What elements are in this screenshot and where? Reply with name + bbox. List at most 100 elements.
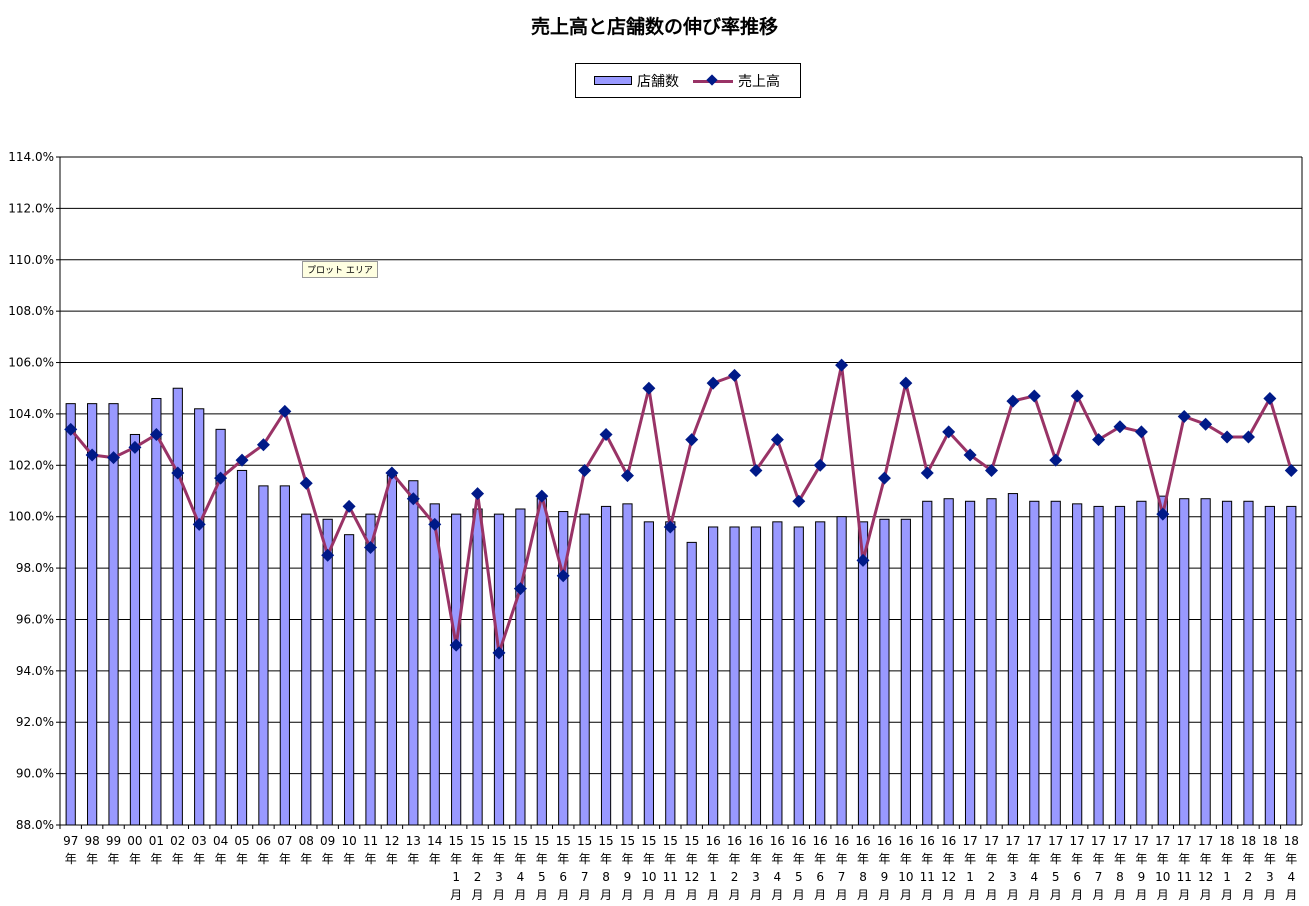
bar-stores[interactable] <box>1093 505 1104 826</box>
point-sales[interactable] <box>406 492 420 506</box>
point-sales[interactable] <box>985 463 998 477</box>
point-sales[interactable] <box>1263 392 1277 406</box>
bar-stores[interactable] <box>1286 505 1297 826</box>
point-sales[interactable] <box>1284 463 1298 477</box>
point-sales[interactable] <box>321 548 335 562</box>
point-sales[interactable] <box>64 422 78 436</box>
bar-stores[interactable] <box>900 518 911 826</box>
point-sales[interactable] <box>214 471 228 485</box>
point-sales[interactable] <box>428 517 442 531</box>
bar-stores[interactable] <box>472 508 483 826</box>
point-sales[interactable] <box>449 638 463 652</box>
point-sales[interactable] <box>278 404 292 418</box>
bar-stores[interactable] <box>1029 500 1040 826</box>
point-sales[interactable] <box>535 489 549 503</box>
point-sales[interactable] <box>813 458 827 472</box>
bar-stores[interactable] <box>1114 505 1126 826</box>
point-sales[interactable] <box>1070 389 1084 403</box>
bar-stores[interactable] <box>1200 498 1211 826</box>
bar-stores[interactable] <box>108 403 119 826</box>
bar-stores[interactable] <box>729 526 740 826</box>
bar-stores[interactable] <box>1157 495 1168 826</box>
point-sales[interactable] <box>599 427 613 441</box>
point-sales[interactable] <box>1113 420 1127 434</box>
bar-stores[interactable] <box>215 428 226 826</box>
bar-stores[interactable] <box>622 503 633 826</box>
bar-stores[interactable] <box>836 516 847 826</box>
point-sales[interactable] <box>149 427 163 441</box>
bar-stores[interactable] <box>1243 500 1254 826</box>
point-sales[interactable] <box>471 487 485 501</box>
bar-stores[interactable] <box>1050 500 1061 826</box>
point-sales[interactable] <box>706 376 720 390</box>
point-sales[interactable] <box>1134 425 1148 439</box>
bar-stores[interactable] <box>258 485 269 826</box>
point-sales[interactable] <box>1049 453 1063 467</box>
point-sales[interactable] <box>256 438 270 452</box>
bar-stores[interactable] <box>301 513 312 826</box>
bar-stores[interactable] <box>750 526 762 826</box>
point-sales[interactable] <box>492 646 506 660</box>
bar-stores[interactable] <box>1136 500 1147 826</box>
point-sales[interactable] <box>1199 417 1213 431</box>
point-sales[interactable] <box>342 499 356 513</box>
bar-stores[interactable] <box>686 541 697 826</box>
bar-stores[interactable] <box>365 513 376 826</box>
bar-stores[interactable] <box>1072 503 1083 826</box>
bar-stores[interactable] <box>793 526 804 826</box>
point-sales[interactable] <box>1177 409 1191 423</box>
bar-stores[interactable] <box>536 498 547 826</box>
point-sales[interactable] <box>685 433 699 447</box>
point-sales[interactable] <box>792 494 806 508</box>
bar-stores[interactable] <box>964 500 976 826</box>
point-sales[interactable] <box>171 466 185 480</box>
point-sales[interactable] <box>235 453 249 467</box>
bar-stores[interactable] <box>643 521 654 826</box>
point-sales[interactable] <box>963 448 977 462</box>
point-sales[interactable] <box>1156 507 1170 521</box>
bar-stores[interactable] <box>194 408 205 826</box>
bar-stores[interactable] <box>857 521 869 826</box>
point-sales[interactable] <box>920 466 934 480</box>
bar-stores[interactable] <box>1264 505 1275 826</box>
bar-stores[interactable] <box>815 521 826 826</box>
bar-stores[interactable] <box>772 521 783 826</box>
bar-stores[interactable] <box>558 511 569 826</box>
point-sales[interactable] <box>513 582 527 596</box>
bar-stores[interactable] <box>600 505 612 826</box>
point-sales[interactable] <box>770 433 784 447</box>
bar-stores[interactable] <box>343 534 355 826</box>
bar-stores[interactable] <box>1007 493 1019 826</box>
bar-stores[interactable] <box>429 503 440 826</box>
point-sales[interactable] <box>578 463 592 477</box>
bar-stores[interactable] <box>1221 500 1233 826</box>
line-sales[interactable] <box>69 363 1293 655</box>
point-sales[interactable] <box>1092 433 1106 447</box>
bar-stores[interactable] <box>1179 498 1190 826</box>
point-sales[interactable] <box>835 358 849 372</box>
bar-stores[interactable] <box>708 526 719 826</box>
bar-stores[interactable] <box>236 469 248 826</box>
bar-stores[interactable] <box>879 518 890 826</box>
point-sales[interactable] <box>364 541 377 555</box>
bar-stores[interactable] <box>129 433 141 826</box>
point-sales[interactable] <box>1006 394 1020 408</box>
point-sales[interactable] <box>385 466 399 480</box>
point-sales[interactable] <box>749 463 763 477</box>
bar-stores[interactable] <box>515 508 526 826</box>
bar-stores[interactable] <box>322 518 333 826</box>
point-sales[interactable] <box>556 569 570 583</box>
point-sales[interactable] <box>128 440 142 454</box>
point-sales[interactable] <box>1220 430 1234 444</box>
point-sales[interactable] <box>620 469 634 483</box>
bar-stores[interactable] <box>65 403 76 826</box>
bar-stores[interactable] <box>408 480 419 826</box>
bar-stores[interactable] <box>665 521 676 826</box>
bar-stores[interactable] <box>151 398 162 826</box>
bar-stores[interactable] <box>493 513 505 826</box>
point-sales[interactable] <box>642 381 656 395</box>
point-sales[interactable] <box>899 376 913 390</box>
point-sales[interactable] <box>728 368 742 382</box>
bar-stores[interactable] <box>172 387 183 826</box>
bar-stores[interactable] <box>451 513 462 826</box>
